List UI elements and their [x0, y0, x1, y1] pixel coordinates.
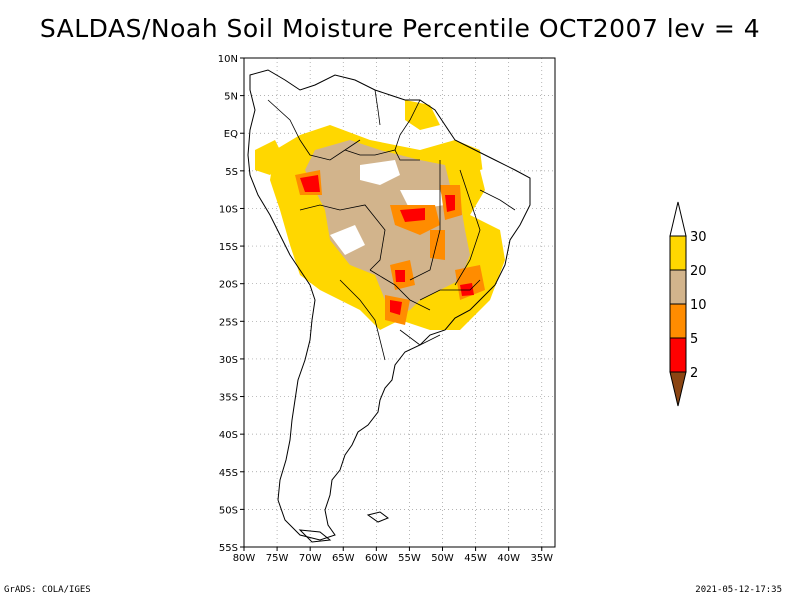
colorbar: 2 5 10 20 30	[669, 201, 707, 407]
lon-label: 65W	[332, 553, 355, 564]
lat-label: 35S	[219, 393, 238, 404]
lon-label: 60W	[365, 553, 388, 564]
lon-label: 55W	[398, 553, 421, 564]
shade-red-4	[390, 300, 402, 315]
colorbar-label: 20	[690, 264, 707, 279]
longitude-tick-labels: 80W 75W 70W 65W 60W 55W 50W 45W 40W 35W	[233, 547, 553, 564]
colorbar-label: 2	[690, 366, 698, 381]
map-title: SALDAS/Noah Soil Moisture Percentile OCT…	[39, 14, 761, 43]
latitude-tick-labels: 10N 5N EQ 5S 10S 15S 20S 25S 30S 35S 40S 45S 50S 55S	[218, 54, 244, 554]
colorbar-label: 5	[690, 332, 698, 347]
lat-label: 25S	[219, 317, 238, 328]
footer-credit: GrADS: COLA/IGES	[4, 585, 91, 595]
lat-label: 30S	[219, 355, 238, 366]
lon-label: 50W	[431, 553, 454, 564]
shade-yellow-nw	[255, 140, 285, 175]
shade-red-3	[445, 195, 455, 212]
lon-label: 70W	[299, 553, 322, 564]
colorbar-label: 30	[690, 230, 707, 245]
tierra-del-fuego	[298, 529, 332, 543]
lat-label: 5S	[225, 167, 238, 178]
south-america-coastline	[247, 69, 531, 541]
lat-label: 20S	[219, 280, 238, 291]
shade-white-3	[330, 225, 365, 255]
colorbar-segment	[669, 235, 687, 271]
shade-white-1	[360, 160, 400, 185]
colorbar-label: 10	[690, 298, 707, 313]
colorbar-segment	[669, 269, 687, 305]
shade-red-5	[395, 270, 405, 282]
lat-label: 40S	[219, 430, 238, 441]
lat-label: 50S	[219, 505, 238, 516]
lat-label: 5N	[224, 92, 238, 103]
lon-label: 75W	[266, 553, 289, 564]
country-borders	[267, 89, 516, 361]
footer-timestamp: 2021-05-12-17:35	[695, 585, 782, 595]
colorbar-segment	[669, 303, 687, 339]
percentile-shading	[255, 100, 505, 330]
shade-orange-7	[430, 230, 445, 260]
colorbar-upper-triangle	[669, 201, 687, 237]
lon-label: 35W	[530, 553, 553, 564]
lat-label: 15S	[219, 242, 238, 253]
colorbar-lower-triangle	[669, 371, 687, 407]
lat-label: EQ	[224, 129, 238, 140]
falkland-islands	[366, 511, 390, 523]
shade-red-1	[300, 175, 320, 192]
lon-label: 80W	[233, 553, 256, 564]
shade-red-6	[460, 283, 474, 296]
shade-red-2	[400, 208, 425, 222]
lon-label: 45W	[464, 553, 487, 564]
map-frame	[243, 57, 556, 548]
lat-label: 55S	[219, 543, 238, 554]
lat-label: 45S	[219, 468, 238, 479]
lat-label: 10N	[218, 54, 238, 65]
shade-yellow-ne	[405, 100, 440, 130]
shade-white-4	[480, 165, 505, 190]
colorbar-segment	[669, 337, 687, 373]
lat-label: 10S	[219, 204, 238, 215]
shade-tan	[305, 140, 470, 315]
lon-label: 40W	[497, 553, 520, 564]
